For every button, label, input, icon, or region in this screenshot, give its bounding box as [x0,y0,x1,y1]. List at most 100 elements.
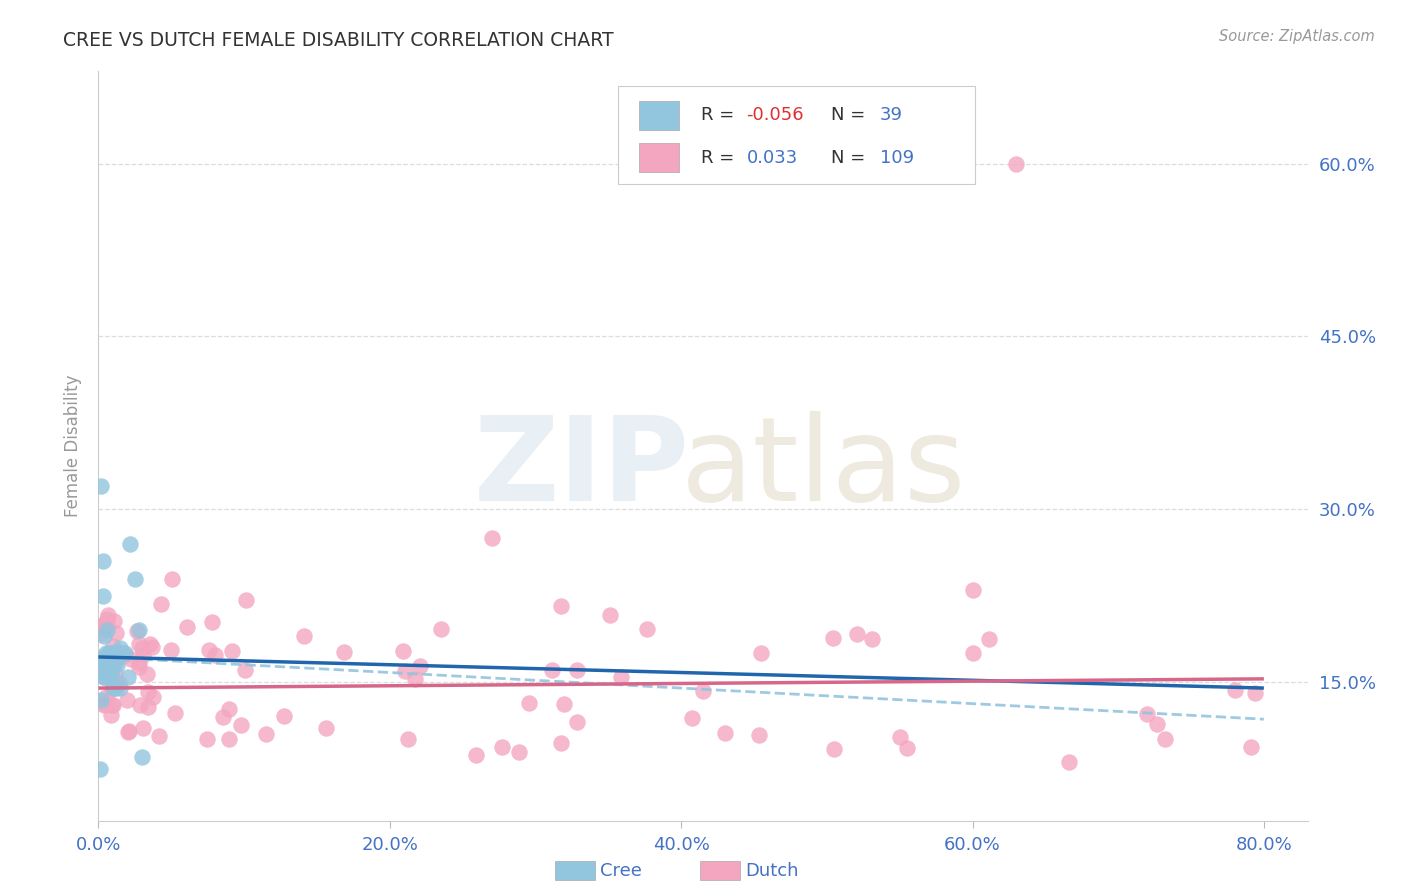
Point [713,726,735,740]
Point [235,592,257,607]
Point [218,702,240,716]
Point [550,599,572,614]
Point [98,667,121,681]
Point [101,698,124,712]
Point [233,663,256,677]
Point [491,740,513,755]
Point [204,648,226,662]
Point [94,647,117,661]
Point [429,623,451,637]
Point [93,698,115,712]
Point [93,669,115,683]
Point [823,742,845,756]
Text: Source: ZipAtlas.com: Source: ZipAtlas.com [1219,29,1375,44]
Y-axis label: Female Disability: Female Disability [65,375,83,517]
Point [195,732,218,747]
Point [508,745,530,759]
Point [94,658,117,673]
Point [681,711,703,725]
Point [150,597,173,611]
Point [315,721,337,735]
Point [131,648,153,662]
Point [120,537,142,551]
Point [90,692,112,706]
Point [254,727,277,741]
Point [821,632,844,646]
Point [97,669,120,683]
FancyBboxPatch shape [619,87,976,184]
Point [105,658,128,673]
Point [111,647,134,661]
Point [101,681,124,695]
Point [101,658,124,673]
Point [1057,755,1080,769]
Point [128,659,150,673]
Point [96,616,118,631]
Point [128,624,150,638]
Point [962,583,984,598]
Point [550,736,572,750]
Text: CREE VS DUTCH FEMALE DISABILITY CORRELATION CHART: CREE VS DUTCH FEMALE DISABILITY CORRELAT… [63,31,614,50]
Point [333,645,356,659]
Point [93,629,115,643]
Point [135,666,157,681]
Point [465,748,488,763]
Point [91,652,114,666]
Point [176,620,198,634]
Point [108,650,131,665]
Point [96,611,118,625]
Point [636,622,658,636]
Point [105,648,128,663]
Point [115,693,138,707]
Point [96,669,118,683]
Point [889,730,911,744]
Point [94,664,117,678]
Point [90,664,112,678]
Text: R =: R = [700,106,740,124]
Point [198,642,221,657]
Point [517,696,540,710]
Point [110,681,132,695]
Point [294,629,316,643]
Point [101,698,124,712]
Point [396,731,419,746]
Text: 39: 39 [880,106,903,124]
Point [749,647,772,661]
Point [131,641,153,656]
Point [1136,706,1159,721]
Point [132,721,155,735]
Point [128,656,150,670]
Point [114,647,136,661]
Point [221,644,243,658]
Text: Dutch: Dutch [745,862,799,880]
Text: Cree: Cree [600,862,643,880]
Point [846,627,869,641]
Point [94,621,117,635]
Point [212,710,235,724]
Text: N =: N = [831,149,872,167]
Point [120,651,142,665]
Point [162,572,184,586]
Point [117,725,139,739]
Point [565,715,588,730]
Point [91,617,114,632]
Text: 0.033: 0.033 [747,149,797,167]
Point [553,697,575,711]
Point [90,627,112,641]
Point [89,762,111,776]
Point [131,750,153,764]
Point [231,717,253,731]
FancyBboxPatch shape [638,101,679,129]
Point [160,643,183,657]
Point [481,531,503,545]
Point [1154,732,1177,747]
Point [540,663,562,677]
Point [139,637,162,651]
Point [394,665,416,679]
Point [1005,156,1028,170]
Point [91,554,114,568]
Point [165,706,187,720]
Point [141,640,163,654]
Point [104,681,127,695]
Point [110,646,132,660]
